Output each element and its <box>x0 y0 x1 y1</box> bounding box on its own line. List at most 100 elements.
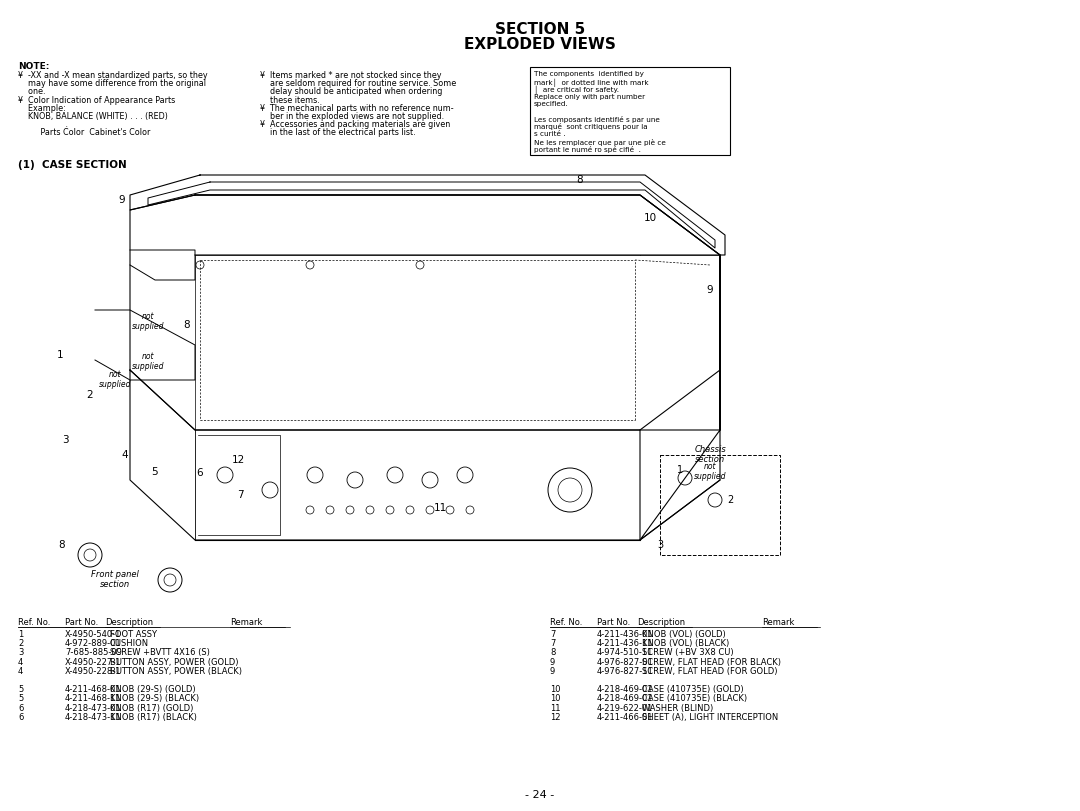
Bar <box>530 67 730 155</box>
Text: 11: 11 <box>433 503 447 513</box>
Text: 4-972-889-01: 4-972-889-01 <box>65 639 122 648</box>
Text: ¥  Accessories and packing materials are given: ¥ Accessories and packing materials are … <box>260 120 450 129</box>
Text: 4-218-469-01: 4-218-469-01 <box>597 694 653 703</box>
Text: not
supplied: not supplied <box>132 352 164 371</box>
Text: 3: 3 <box>62 435 68 445</box>
Text: .: . <box>18 120 68 129</box>
Text: (1)  CASE SECTION: (1) CASE SECTION <box>18 160 126 170</box>
Text: │  are critical for safety.: │ are critical for safety. <box>534 86 619 94</box>
Text: ber in the exploded views are not supplied.: ber in the exploded views are not suppli… <box>260 112 444 121</box>
Text: 6: 6 <box>18 704 24 713</box>
Text: Remark: Remark <box>230 618 262 627</box>
Text: - 24 -: - 24 - <box>525 790 555 800</box>
Text: Replace only with part number: Replace only with part number <box>534 93 645 100</box>
Text: KNOB, BALANCE (WHITE) . . . (RED): KNOB, BALANCE (WHITE) . . . (RED) <box>18 112 167 121</box>
Text: 1: 1 <box>677 465 683 475</box>
Text: 7: 7 <box>550 630 555 639</box>
Text: mark│  or dotted line with mark: mark│ or dotted line with mark <box>534 79 649 87</box>
Text: ¥  -XX and -X mean standardized parts, so they: ¥ -XX and -X mean standardized parts, so… <box>18 71 207 80</box>
Text: 4-976-827-01: 4-976-827-01 <box>597 658 653 667</box>
Text: Part No.: Part No. <box>65 618 98 627</box>
Text: delay should be anticipated when ordering: delay should be anticipated when orderin… <box>260 88 443 97</box>
Text: KNOB (R17) (GOLD): KNOB (R17) (GOLD) <box>110 704 193 713</box>
Bar <box>660 455 780 555</box>
Text: SHEET (A), LIGHT INTERCEPTION: SHEET (A), LIGHT INTERCEPTION <box>642 713 779 722</box>
Text: KNOB (29-S) (GOLD): KNOB (29-S) (GOLD) <box>110 685 195 694</box>
Text: Front panel
section: Front panel section <box>91 570 139 590</box>
Text: WASHER (BLIND): WASHER (BLIND) <box>642 704 713 713</box>
Text: s curité .: s curité . <box>534 131 566 137</box>
Text: 1: 1 <box>56 350 64 360</box>
Text: BUTTON ASSY, POWER (GOLD): BUTTON ASSY, POWER (GOLD) <box>110 658 239 667</box>
Text: Part No.: Part No. <box>597 618 631 627</box>
Text: 10: 10 <box>550 685 561 694</box>
Text: 4-974-510-11: 4-974-510-11 <box>597 649 653 658</box>
Text: 8: 8 <box>58 540 65 550</box>
Text: X-4950-540-1: X-4950-540-1 <box>65 630 121 639</box>
Text: not
supplied: not supplied <box>132 312 164 332</box>
Text: X-4950-227-1: X-4950-227-1 <box>65 658 121 667</box>
Text: 7: 7 <box>237 490 243 500</box>
Text: 9: 9 <box>119 195 125 205</box>
Text: 9: 9 <box>550 667 555 676</box>
Text: specified.: specified. <box>534 101 569 107</box>
Text: 2: 2 <box>18 639 24 648</box>
Text: 8: 8 <box>550 649 555 658</box>
Text: 6: 6 <box>197 468 203 478</box>
Text: in the last of the electrical parts list.: in the last of the electrical parts list… <box>260 128 416 137</box>
Text: Parts Color  Cabinet's Color: Parts Color Cabinet's Color <box>18 128 150 137</box>
Text: KNOB (VOL) (BLACK): KNOB (VOL) (BLACK) <box>642 639 729 648</box>
Text: Remark: Remark <box>762 618 795 627</box>
Text: EXPLODED VIEWS: EXPLODED VIEWS <box>464 37 616 52</box>
Text: 4-211-436-11: 4-211-436-11 <box>597 639 653 648</box>
Text: Description: Description <box>105 618 153 627</box>
Text: marqué  sont critiquens pour la: marqué sont critiquens pour la <box>534 123 648 131</box>
Text: 3: 3 <box>18 649 24 658</box>
Text: 4-218-469-01: 4-218-469-01 <box>597 685 653 694</box>
Text: The components  identified by: The components identified by <box>534 71 644 77</box>
Text: 8: 8 <box>184 320 190 330</box>
Text: 4: 4 <box>18 667 24 676</box>
Text: KNOB (29-S) (BLACK): KNOB (29-S) (BLACK) <box>110 694 199 703</box>
Text: one.: one. <box>18 88 45 97</box>
Text: 5: 5 <box>18 694 24 703</box>
Text: may have some difference from the original: may have some difference from the origin… <box>18 79 206 88</box>
Text: 9: 9 <box>706 285 713 295</box>
Text: Ne les remplacer que par une piè ce: Ne les remplacer que par une piè ce <box>534 139 666 145</box>
Text: 11: 11 <box>550 704 561 713</box>
Text: SCREW, FLAT HEAD (FOR BLACK): SCREW, FLAT HEAD (FOR BLACK) <box>642 658 781 667</box>
Text: SCREW +BVTT 4X16 (S): SCREW +BVTT 4X16 (S) <box>110 649 210 658</box>
Text: Example:: Example: <box>18 104 66 113</box>
Text: 6: 6 <box>18 713 24 722</box>
Text: 4-976-827-11: 4-976-827-11 <box>597 667 653 676</box>
Text: portant le numé ro spé cifié  .: portant le numé ro spé cifié . <box>534 146 640 153</box>
Text: SCREW (+BV 3X8 CU): SCREW (+BV 3X8 CU) <box>642 649 733 658</box>
Text: 1: 1 <box>18 630 24 639</box>
Text: BUTTON ASSY, POWER (BLACK): BUTTON ASSY, POWER (BLACK) <box>110 667 242 676</box>
Text: 4-219-622-01: 4-219-622-01 <box>597 704 653 713</box>
Text: Ref. No.: Ref. No. <box>550 618 582 627</box>
Text: 12: 12 <box>231 455 245 465</box>
Text: Ref. No.: Ref. No. <box>18 618 51 627</box>
Text: 4: 4 <box>18 658 24 667</box>
Text: 4-211-436-01: 4-211-436-01 <box>597 630 653 639</box>
Text: FOOT ASSY: FOOT ASSY <box>110 630 157 639</box>
Text: CUSHION: CUSHION <box>110 639 149 648</box>
Text: these items.: these items. <box>260 96 320 105</box>
Text: ¥  The mechanical parts with no reference num-: ¥ The mechanical parts with no reference… <box>260 104 454 113</box>
Text: ¥  Items marked * are not stocked since they: ¥ Items marked * are not stocked since t… <box>260 71 442 80</box>
Text: 5: 5 <box>18 685 24 694</box>
Text: 4-218-473-01: 4-218-473-01 <box>65 704 122 713</box>
Text: 9: 9 <box>550 658 555 667</box>
Text: 2: 2 <box>86 390 93 400</box>
Text: NOTE:: NOTE: <box>18 62 50 71</box>
Text: 10: 10 <box>550 694 561 703</box>
Text: Description: Description <box>637 618 685 627</box>
Text: 4-218-473-11: 4-218-473-11 <box>65 713 122 722</box>
Text: CASE (410735E) (BLACK): CASE (410735E) (BLACK) <box>642 694 747 703</box>
Text: not
supplied: not supplied <box>98 370 132 389</box>
Text: Chassis
section: Chassis section <box>696 445 727 465</box>
Text: SCREW, FLAT HEAD (FOR GOLD): SCREW, FLAT HEAD (FOR GOLD) <box>642 667 778 676</box>
Text: 4-211-468-01: 4-211-468-01 <box>65 685 121 694</box>
Text: 3: 3 <box>657 540 663 550</box>
